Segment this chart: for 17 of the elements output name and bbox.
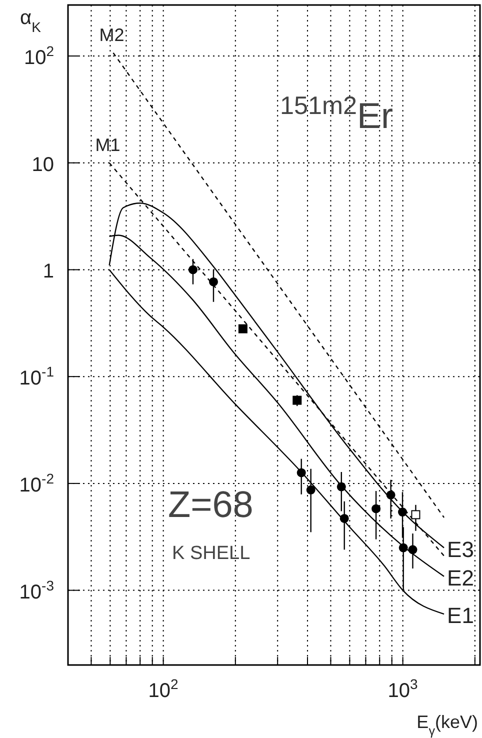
x-tick-label: 10$^{3}$ bbox=[388, 676, 418, 702]
series-label: E1 bbox=[447, 603, 474, 628]
series-label: E2 bbox=[447, 565, 474, 590]
x-axis-title: E$_{γ}$(keV) bbox=[416, 712, 478, 738]
y-axis-title: α$_{K}$ bbox=[20, 7, 42, 35]
series-label: M1 bbox=[95, 134, 120, 155]
annotation: K SHELL bbox=[172, 543, 250, 564]
y-tick-label: 10$^{-3}$ bbox=[19, 577, 54, 604]
y-tick-label: 10$^{2}$ bbox=[24, 42, 54, 69]
y-tick-label: 10 bbox=[32, 154, 54, 176]
y-tick-label: 10$^{-1}$ bbox=[19, 364, 54, 390]
y-tick-label: 10$^{-2}$ bbox=[19, 470, 54, 496]
series-label: M2 bbox=[99, 24, 124, 45]
y-tick-label: 1 bbox=[42, 260, 54, 283]
annotation: $^{151m2}$Er bbox=[280, 92, 394, 136]
series-label: E3 bbox=[447, 536, 474, 562]
annotation: Z=68 bbox=[168, 484, 254, 525]
